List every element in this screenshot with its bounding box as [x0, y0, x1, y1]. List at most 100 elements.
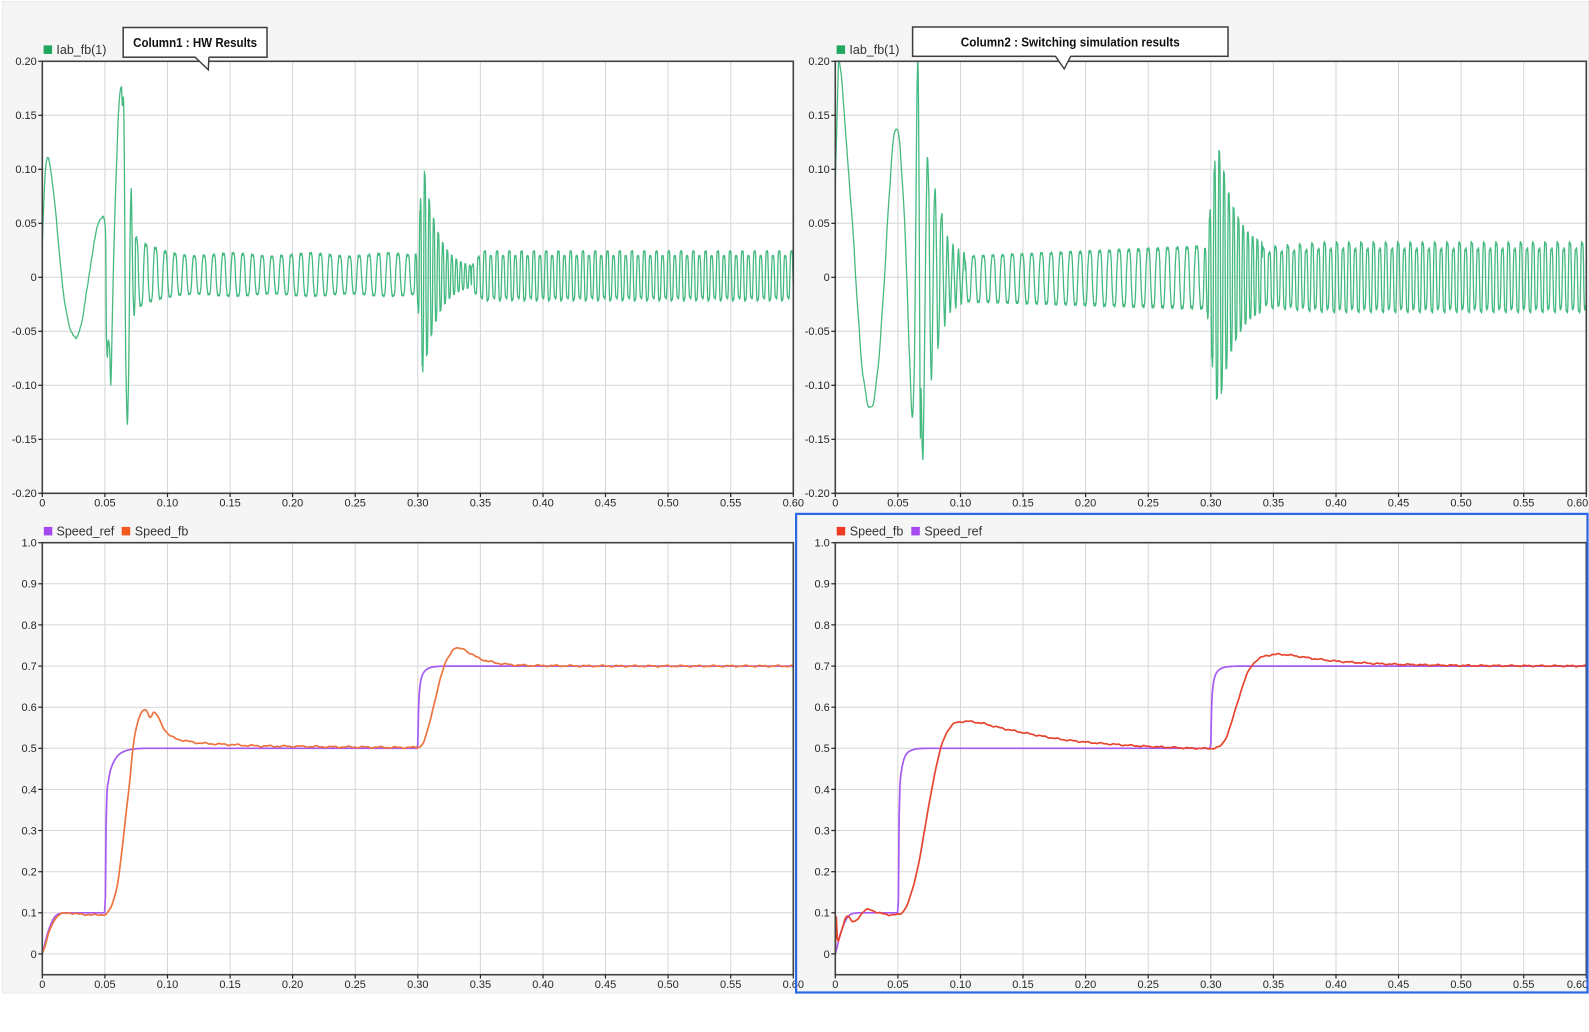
svg-text:0.25: 0.25	[1137, 498, 1158, 510]
svg-text:0.2: 0.2	[22, 867, 37, 879]
svg-text:Speed_ref: Speed_ref	[57, 525, 115, 539]
svg-text:0.15: 0.15	[1012, 979, 1033, 991]
svg-text:0.25: 0.25	[1137, 979, 1158, 991]
svg-text:0.05: 0.05	[94, 498, 115, 510]
svg-text:0.10: 0.10	[950, 498, 971, 510]
svg-text:0.45: 0.45	[595, 979, 616, 991]
svg-text:0.55: 0.55	[1513, 498, 1534, 510]
svg-text:0.20: 0.20	[808, 56, 829, 68]
svg-text:0.5: 0.5	[815, 743, 830, 755]
svg-text:Speed_ref: Speed_ref	[924, 525, 982, 539]
svg-text:0.10: 0.10	[808, 164, 829, 176]
svg-text:0.05: 0.05	[94, 979, 115, 991]
svg-text:0.05: 0.05	[15, 218, 36, 230]
svg-text:0.8: 0.8	[815, 620, 830, 632]
svg-text:0.40: 0.40	[532, 498, 553, 510]
svg-text:0: 0	[824, 272, 830, 284]
svg-text:0.1: 0.1	[815, 908, 830, 920]
svg-text:0.15: 0.15	[1012, 498, 1033, 510]
svg-text:0.25: 0.25	[344, 498, 365, 510]
svg-text:0.05: 0.05	[887, 498, 908, 510]
svg-text:0.7: 0.7	[22, 661, 37, 673]
svg-text:0: 0	[832, 498, 838, 510]
svg-text:Column1 : HW Results: Column1 : HW Results	[133, 35, 257, 50]
svg-text:-0.20: -0.20	[805, 488, 830, 500]
svg-text:-0.15: -0.15	[12, 434, 37, 446]
svg-text:Iab_fb(1): Iab_fb(1)	[849, 43, 899, 57]
svg-text:0.35: 0.35	[470, 979, 491, 991]
svg-text:0.6: 0.6	[815, 702, 830, 714]
svg-text:0.05: 0.05	[887, 979, 908, 991]
svg-text:0.60: 0.60	[783, 979, 804, 991]
svg-text:0: 0	[39, 979, 45, 991]
svg-text:0.50: 0.50	[1450, 979, 1471, 991]
svg-text:0.50: 0.50	[657, 979, 678, 991]
svg-text:0.5: 0.5	[22, 743, 37, 755]
svg-text:0.30: 0.30	[407, 498, 428, 510]
svg-text:0.40: 0.40	[1325, 498, 1346, 510]
svg-text:-0.10: -0.10	[805, 380, 830, 392]
svg-text:0.60: 0.60	[1567, 979, 1588, 991]
svg-text:0.45: 0.45	[1388, 498, 1409, 510]
svg-text:0.55: 0.55	[720, 498, 741, 510]
svg-text:0.20: 0.20	[1075, 498, 1096, 510]
svg-text:0.45: 0.45	[1388, 979, 1409, 991]
svg-text:0.9: 0.9	[22, 579, 37, 591]
svg-text:0.10: 0.10	[15, 164, 36, 176]
svg-text:Speed_fb: Speed_fb	[135, 525, 189, 539]
svg-text:0.20: 0.20	[1075, 979, 1096, 991]
svg-text:0.15: 0.15	[219, 979, 240, 991]
svg-text:0.55: 0.55	[720, 979, 741, 991]
svg-text:-0.05: -0.05	[12, 326, 37, 338]
svg-text:0.50: 0.50	[1450, 498, 1471, 510]
svg-text:0.35: 0.35	[1263, 498, 1284, 510]
svg-text:0.30: 0.30	[1200, 498, 1221, 510]
svg-text:0.25: 0.25	[344, 979, 365, 991]
svg-text:0.45: 0.45	[595, 498, 616, 510]
svg-text:0.6: 0.6	[22, 702, 37, 714]
svg-text:0: 0	[31, 272, 37, 284]
svg-text:0.15: 0.15	[219, 498, 240, 510]
svg-text:0.15: 0.15	[808, 110, 829, 122]
svg-text:-0.05: -0.05	[805, 326, 830, 338]
svg-text:0.30: 0.30	[1200, 979, 1221, 991]
svg-text:0.9: 0.9	[815, 579, 830, 591]
svg-text:-0.20: -0.20	[12, 488, 37, 500]
svg-text:0.20: 0.20	[15, 56, 36, 68]
svg-text:0: 0	[832, 979, 838, 991]
svg-text:0.10: 0.10	[157, 979, 178, 991]
svg-text:1.0: 1.0	[22, 538, 37, 550]
svg-text:0.3: 0.3	[815, 825, 830, 837]
svg-text:0.20: 0.20	[282, 979, 303, 991]
svg-text:Speed_fb: Speed_fb	[850, 525, 904, 539]
svg-text:0.60: 0.60	[783, 498, 804, 510]
svg-text:-0.15: -0.15	[805, 434, 830, 446]
svg-text:0.05: 0.05	[808, 218, 829, 230]
svg-text:0.2: 0.2	[815, 867, 830, 879]
svg-text:0.40: 0.40	[1325, 979, 1346, 991]
svg-text:0.20: 0.20	[282, 498, 303, 510]
svg-text:0.55: 0.55	[1513, 979, 1534, 991]
svg-text:0.3: 0.3	[22, 825, 37, 837]
svg-text:0.4: 0.4	[22, 784, 37, 796]
svg-text:0.50: 0.50	[657, 498, 678, 510]
svg-text:0.15: 0.15	[15, 110, 36, 122]
svg-text:0.10: 0.10	[157, 498, 178, 510]
svg-text:0: 0	[39, 498, 45, 510]
svg-text:0.40: 0.40	[532, 979, 553, 991]
svg-text:0.35: 0.35	[470, 498, 491, 510]
svg-text:0: 0	[824, 949, 830, 961]
svg-text:1.0: 1.0	[815, 538, 830, 550]
svg-text:0.60: 0.60	[1567, 498, 1588, 510]
svg-text:Column2 : Switching simulation: Column2 : Switching simulation results	[961, 34, 1180, 49]
svg-text:-0.10: -0.10	[12, 380, 37, 392]
svg-text:0.30: 0.30	[407, 979, 428, 991]
svg-text:0.10: 0.10	[950, 979, 971, 991]
svg-text:0.7: 0.7	[815, 661, 830, 673]
svg-text:0.1: 0.1	[22, 908, 37, 920]
svg-text:0.8: 0.8	[22, 620, 37, 632]
svg-text:0.35: 0.35	[1263, 979, 1284, 991]
svg-text:0.4: 0.4	[815, 784, 830, 796]
svg-text:0: 0	[31, 949, 37, 961]
svg-text:Iab_fb(1): Iab_fb(1)	[56, 43, 106, 57]
